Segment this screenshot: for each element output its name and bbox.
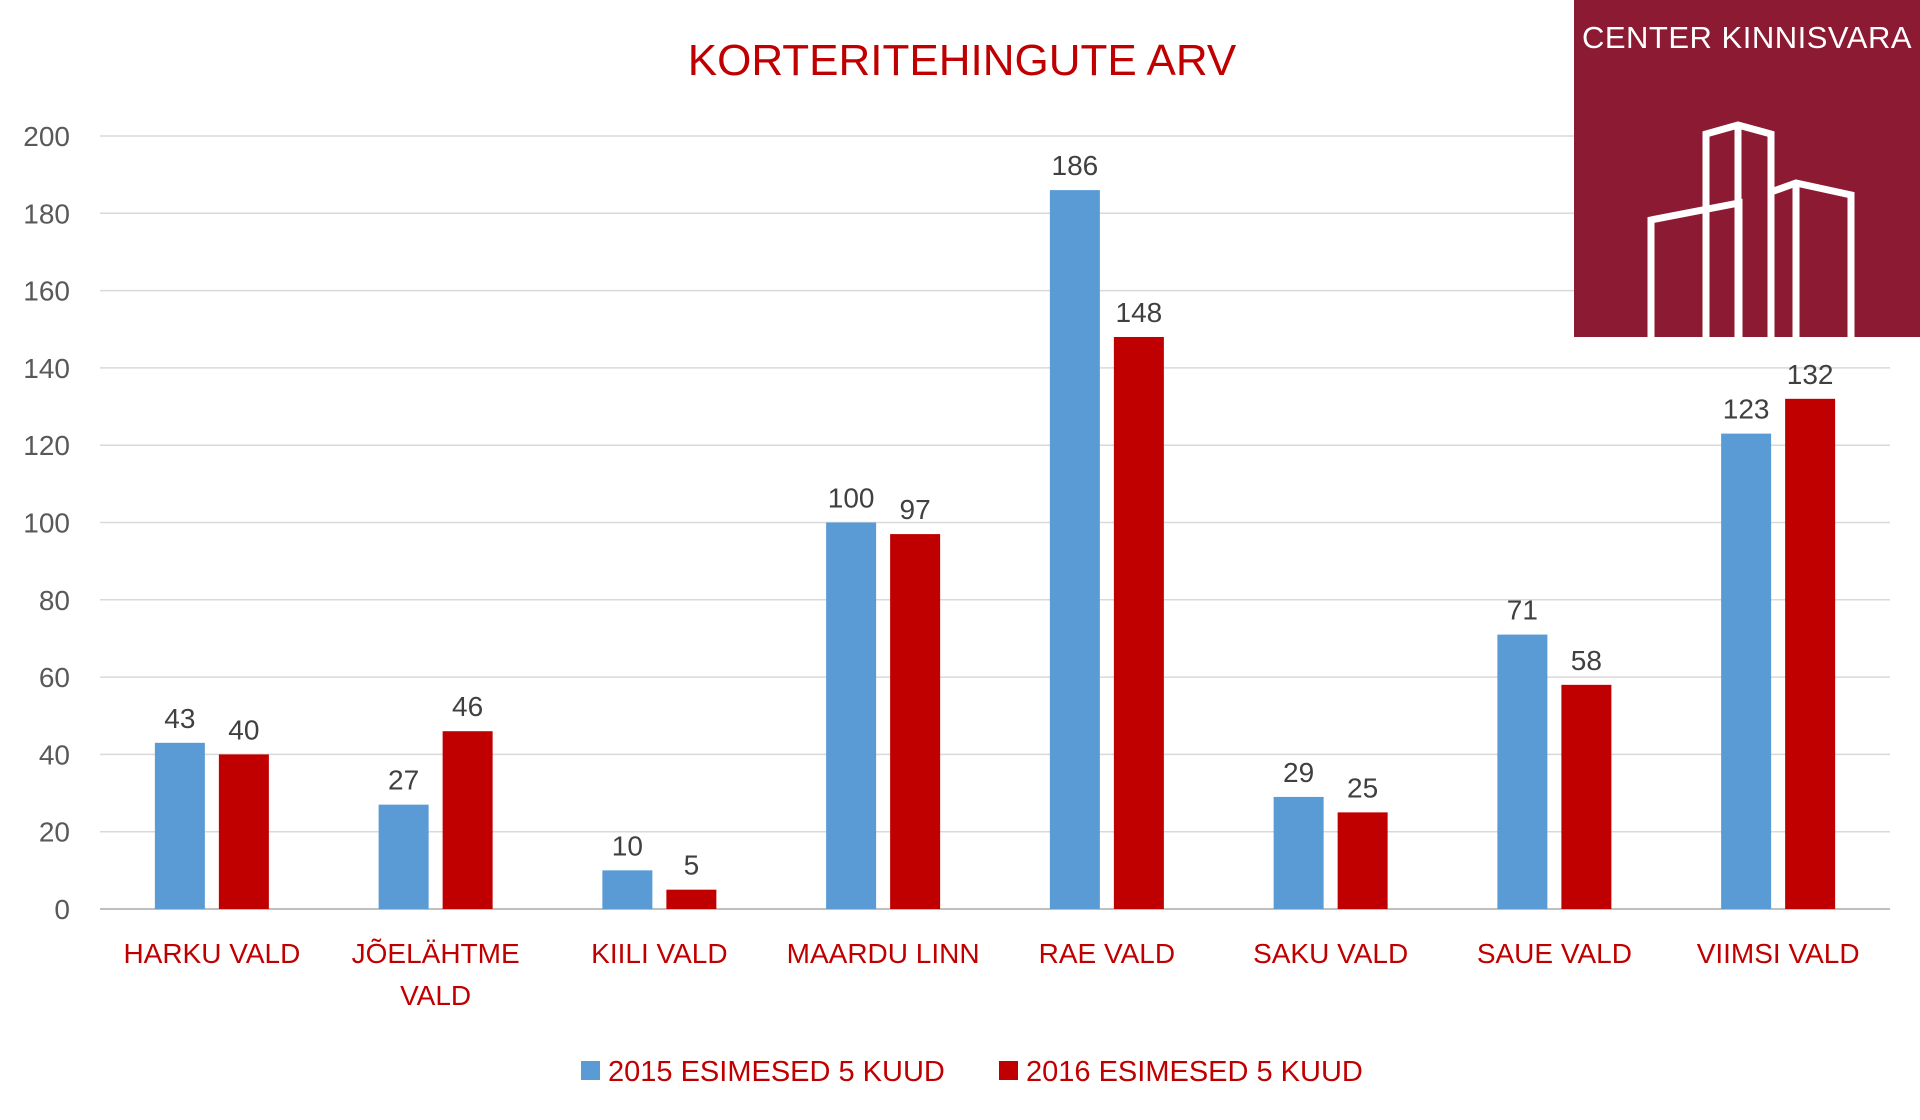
center-kinnisvara-logo: CENTER KINNISVARA [1574,0,1920,337]
x-tick-label: MAARDU LINN [787,938,980,969]
data-label: 10 [612,830,643,861]
bar-series1-7 [1721,433,1772,909]
bar-series1-4 [1049,190,1100,910]
bar-series2-4 [1113,336,1164,910]
y-tick-label: 140 [23,353,70,384]
bar-series2-0 [218,754,269,909]
bar-series2-5 [1337,812,1388,909]
bar-series2-2 [666,889,717,909]
data-label: 186 [1052,150,1099,181]
bar-series1-6 [1497,634,1548,909]
bars: 43 40 27 46 10 5 100 97 186 148 29 25 71 58 123 132 [154,150,1836,910]
y-tick-label: 120 [23,430,70,461]
x-tick-label: HARKU VALD [123,938,300,969]
data-label: 5 [684,850,700,881]
data-label: 71 [1507,595,1538,626]
y-tick-label: 60 [39,662,70,693]
data-label: 40 [228,714,259,745]
x-tick-label: JÕELÄHTME [352,938,520,969]
x-axis: HARKU VALD JÕELÄHTME VALD KIILI VALD MAARDU … [123,938,1859,1011]
x-tick-label: RAE VALD [1039,938,1175,969]
bar-series2-6 [1561,684,1612,909]
y-tick-label: 180 [23,198,70,229]
y-tick-label: 200 [23,121,70,152]
data-label: 29 [1283,757,1314,788]
data-label: 58 [1571,645,1602,676]
legend-label: 2016 ESIMESED 5 KUUD [1026,1056,1363,1088]
legend-label: 2015 ESIMESED 5 KUUD [608,1056,945,1088]
y-axis: 0 20 40 60 80 100 120 140 160 180 200 [23,121,70,925]
bar-series1-5 [1273,796,1324,909]
y-tick-label: 0 [54,894,70,925]
bar-series2-7 [1785,398,1836,909]
data-label: 27 [388,765,419,796]
data-label: 97 [900,494,931,525]
x-tick-label: KIILI VALD [591,938,727,969]
legend-swatch [581,1061,600,1080]
x-tick-label: VIIMSI VALD [1697,938,1860,969]
data-label: 148 [1116,297,1163,328]
data-label: 100 [828,483,875,514]
y-tick-label: 80 [39,585,70,616]
x-tick-label: VALD [400,980,471,1011]
bar-series1-1 [378,804,429,909]
x-tick-label: SAKU VALD [1253,938,1408,969]
y-tick-label: 40 [39,739,70,770]
bar-series1-2 [602,870,653,909]
data-label: 123 [1723,394,1770,425]
data-label: 43 [164,703,195,734]
y-tick-label: 100 [23,508,70,539]
legend-swatch [999,1061,1018,1080]
y-tick-label: 160 [23,276,70,307]
data-label: 132 [1787,359,1834,390]
bar-series1-0 [154,742,205,909]
data-label: 25 [1347,772,1378,803]
bar-series1-3 [826,522,877,909]
buildings-icon [1647,121,1855,337]
legend: 2015 ESIMESED 5 KUUD 2016 ESIMESED 5 KUUD [581,1056,1363,1088]
chart-title: KORTERITEHINGUTE ARV [688,36,1237,85]
bar-series2-1 [442,731,493,909]
logo-text: CENTER KINNISVARA [1581,20,1913,55]
y-tick-label: 20 [39,817,70,848]
x-tick-label: SAUE VALD [1477,938,1632,969]
bar-series2-3 [890,534,941,909]
data-label: 46 [452,691,483,722]
